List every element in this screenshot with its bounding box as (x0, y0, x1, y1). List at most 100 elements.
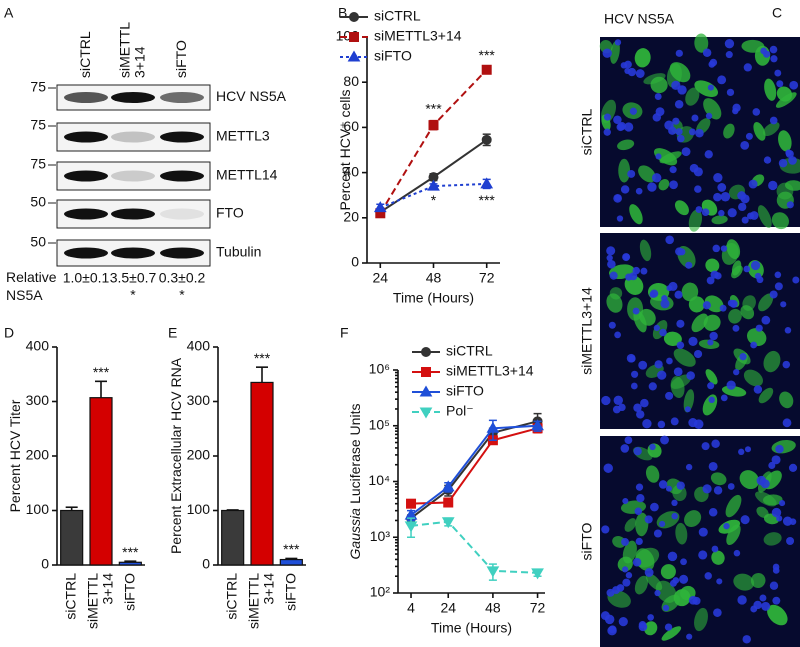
nucleus (625, 273, 633, 281)
cell-body (660, 564, 676, 580)
nucleus (668, 281, 678, 291)
significance: *** (425, 100, 442, 116)
nucleus (681, 147, 691, 157)
legend-marker (421, 367, 431, 377)
significance: * (179, 287, 185, 303)
x-tick-label: siFTO (121, 573, 137, 611)
blot-band (111, 170, 155, 182)
nucleus (720, 192, 731, 202)
nucleus (698, 527, 708, 537)
legend-label: siCTRL (374, 8, 421, 24)
cell-body (670, 374, 692, 389)
cell-body (638, 165, 656, 183)
panel-letter: B (338, 5, 347, 21)
cell-body (624, 518, 637, 532)
nucleus (616, 584, 625, 592)
nucleus (625, 572, 633, 579)
nucleus (789, 80, 799, 90)
nucleus (759, 594, 767, 602)
series-line (379, 182, 487, 209)
nucleus (640, 398, 649, 408)
y-axis-label-part: Gaussia (347, 508, 363, 560)
lane-label: siMETTL3+14 (116, 22, 147, 78)
series-line (410, 520, 538, 574)
cell-body (767, 604, 788, 626)
significance: * (431, 192, 437, 208)
cell-body (771, 212, 789, 230)
nucleus (647, 182, 657, 192)
cell-body (634, 48, 651, 68)
nucleus (782, 418, 792, 428)
marker (443, 497, 454, 508)
nucleus (608, 625, 617, 634)
nucleus (711, 439, 720, 448)
nucleus (601, 525, 610, 534)
nucleus (606, 246, 616, 256)
nucleus (713, 486, 723, 495)
marker (481, 64, 492, 75)
cell-body (725, 494, 742, 518)
nucleus (608, 321, 616, 329)
cell-body (617, 139, 635, 151)
nucleus (706, 276, 715, 285)
nucleus (707, 339, 714, 346)
cell-body (763, 532, 782, 546)
y-tick-label: 400 (187, 338, 211, 354)
nucleus (675, 247, 684, 256)
legend-marker (347, 50, 361, 62)
nucleus (789, 518, 797, 525)
cell-body (643, 73, 666, 85)
nucleus (748, 179, 758, 189)
nucleus (743, 63, 752, 72)
cell-body (758, 387, 774, 404)
nucleus (737, 191, 747, 200)
nucleus (609, 271, 618, 280)
nucleus (782, 360, 791, 369)
marker-label: 50 (30, 234, 46, 250)
nucleus (603, 128, 611, 136)
nucleus (717, 75, 727, 85)
significance: *** (479, 192, 496, 208)
nucleus (620, 444, 630, 453)
cell-body (740, 305, 755, 320)
cell-body (758, 293, 774, 312)
nucleus (775, 444, 784, 454)
nucleus (649, 291, 656, 298)
nucleus (780, 301, 787, 308)
nucleus (642, 419, 652, 429)
row-label: METTL3 (216, 128, 270, 144)
blot-band (160, 92, 204, 103)
cell-body (673, 348, 696, 367)
x-tick-label: 48 (485, 600, 501, 616)
nucleus (666, 357, 673, 365)
nucleus (635, 69, 645, 78)
nucleus (654, 589, 661, 597)
nucleus (771, 455, 781, 465)
nucleus (613, 395, 623, 406)
marker-label: 50 (30, 194, 46, 210)
nucleus (659, 328, 667, 337)
cell-body (757, 205, 772, 229)
relative-label: Relative NS5A (6, 269, 57, 303)
cell-body (645, 465, 660, 483)
nucleus (655, 153, 662, 160)
legend-label: siFTO (374, 48, 412, 64)
cell-body (746, 328, 767, 346)
nucleus (704, 572, 712, 580)
y-tick-label: 10⁵ (369, 416, 390, 432)
cell-body (663, 331, 682, 347)
nucleus (769, 116, 778, 125)
cell-body (610, 40, 620, 64)
series-line (410, 427, 538, 505)
x-tick-label: 4 (407, 600, 415, 616)
marker (406, 498, 417, 509)
cell-body (731, 265, 743, 279)
y-tick-label: 400 (26, 338, 50, 354)
nucleus (768, 180, 778, 191)
nucleus (665, 485, 672, 492)
significance: *** (479, 47, 496, 63)
cell-body (723, 123, 735, 139)
nucleus (708, 461, 718, 471)
cell-body (763, 350, 781, 373)
